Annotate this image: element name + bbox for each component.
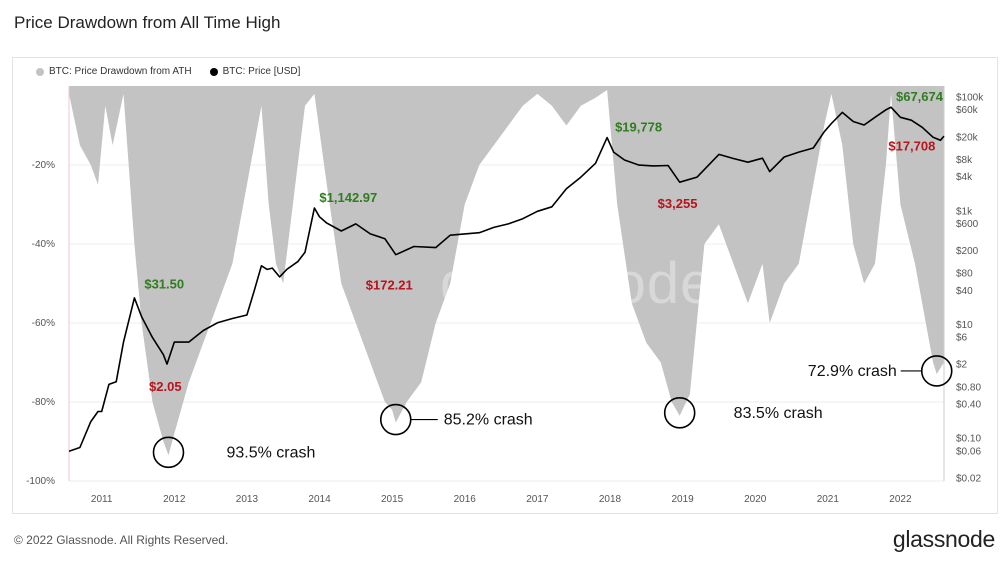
ath-label-1: $1,142.97 (319, 190, 377, 205)
left-tick-label-1: -40% (32, 239, 55, 250)
x-tick-label-2011: 2011 (91, 494, 113, 505)
legend-dot-drawdown-icon (36, 67, 44, 76)
right-tick-label-10: $10 (956, 320, 973, 331)
page-title: Price Drawdown from All Time High (14, 13, 281, 32)
x-tick-label-2014: 2014 (308, 494, 331, 505)
copyright-text: © 2022 Glassnode. All Rights Reserved. (14, 533, 229, 547)
x-tick-label-2012: 2012 (163, 494, 186, 505)
right-tick-label-17: $0.02 (956, 473, 981, 484)
crash-circle-0 (152, 436, 185, 469)
right-tick-label-6: $600 (956, 219, 979, 230)
right-tick-label-15: $0.10 (956, 434, 981, 445)
legend-item-price[interactable]: BTC: Price [USD] (209, 66, 301, 77)
crash-circle-2 (663, 397, 696, 429)
glassnode-logo: glassnode (892, 526, 995, 552)
low-label-0: $2.05 (149, 379, 182, 394)
left-tick-label-4: -100% (26, 476, 55, 487)
crash-label-1: 85.2% crash (444, 412, 533, 429)
x-tick-label-2019: 2019 (671, 494, 694, 505)
x-tick-label-2013: 2013 (236, 494, 259, 505)
right-tick-label-0: $100k (956, 93, 984, 104)
drawdown-area (69, 86, 944, 456)
right-tick-label-16: $0.06 (956, 446, 981, 457)
crash-label-2: 83.5% crash (734, 405, 823, 422)
left-tick-label-0: -20% (32, 160, 55, 171)
right-tick-label-13: $0.80 (956, 382, 981, 393)
ath-label-2: $19,778 (615, 120, 662, 135)
left-tick-label-3: -80% (32, 397, 55, 408)
low-label-3: $17,708 (888, 138, 935, 153)
ath-label-3: $67,674 (896, 89, 944, 104)
legend-item-drawdown[interactable]: BTC: Price Drawdown from ATH (36, 66, 192, 77)
x-tick-label-2022: 2022 (889, 494, 912, 505)
legend-label-price: BTC: Price [USD] (222, 66, 301, 77)
x-tick-label-2017: 2017 (526, 494, 549, 505)
legend-dot-price-icon (209, 67, 218, 76)
crash-label-0: 93.5% crash (226, 444, 315, 461)
chart-legend: BTC: Price Drawdown from ATH BTC: Price … (36, 66, 300, 77)
legend-label-drawdown: BTC: Price Drawdown from ATH (49, 66, 192, 77)
right-tick-label-12: $2 (956, 360, 968, 371)
right-tick-label-8: $80 (956, 269, 973, 280)
right-tick-label-2: $20k (956, 132, 979, 143)
right-tick-label-4: $4k (956, 172, 973, 183)
x-tick-label-2016: 2016 (454, 494, 477, 505)
right-tick-label-1: $60k (956, 105, 979, 116)
x-tick-label-2015: 2015 (381, 494, 404, 505)
right-tick-label-14: $0.40 (956, 399, 981, 410)
x-tick-label-2018: 2018 (599, 494, 622, 505)
low-label-1: $172.21 (366, 278, 413, 293)
crash-label-3: 72.9% crash (808, 363, 897, 380)
low-label-2: $3,255 (658, 196, 698, 211)
ath-label-0: $31.50 (144, 277, 184, 292)
right-tick-label-5: $1k (956, 206, 973, 217)
right-tick-label-9: $40 (956, 286, 973, 297)
x-tick-label-2021: 2021 (817, 494, 840, 505)
left-tick-label-2: -60% (32, 318, 55, 329)
right-tick-label-7: $200 (956, 246, 979, 257)
price-line (68, 106, 945, 453)
right-tick-label-11: $6 (956, 333, 968, 344)
x-tick-label-2020: 2020 (744, 494, 767, 505)
right-tick-label-3: $8k (956, 155, 973, 166)
